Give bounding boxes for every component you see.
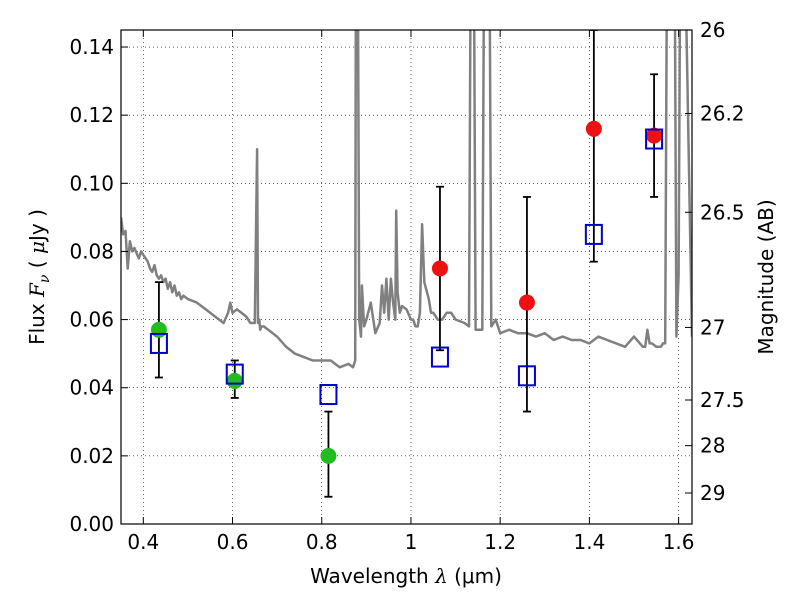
y2-tick-label: 28 (700, 434, 725, 458)
model-square-marker (517, 365, 536, 387)
x-tick-label: 0.4 (127, 530, 159, 554)
model-square-marker (430, 346, 449, 368)
y2-tick-label: 27.5 (700, 388, 745, 412)
x-tick-label: 1.6 (663, 530, 695, 554)
green-data-point (226, 372, 243, 389)
y-tick-label: 0.02 (69, 444, 114, 468)
y2-tick-label: 26.5 (700, 200, 745, 224)
plot-background (121, 30, 692, 524)
y2-tick-label: 29 (700, 481, 725, 505)
green-data-point (320, 447, 337, 464)
data-markers (149, 120, 664, 464)
red-data-point (518, 294, 535, 311)
y-tick-label: 0.10 (69, 171, 114, 195)
x-tick-label: 0.6 (217, 530, 249, 554)
tick-labels: 0.4 0.6 0.8 1 1.2 1.4 1.6 0.00 0.02 0.04 0.06 0.08 0… (69, 18, 744, 554)
model-spectrum-line (121, 30, 692, 369)
y2-tick-label: 26 (700, 18, 725, 42)
x-axis-label: Wavelength λ (μm) (310, 564, 502, 588)
x-tick-label: 1.4 (573, 530, 605, 554)
red-data-point (431, 260, 448, 277)
y2-axis-label: Magnitude (AB) (754, 199, 778, 354)
model-square-marker (645, 128, 664, 150)
y-axis-label: Flux Fν ( μJy ) (25, 209, 53, 345)
model-square-marker (149, 332, 168, 354)
x-tick-label: 0.8 (306, 530, 338, 554)
y2-tick-label: 26.2 (700, 101, 745, 125)
y-tick-label: 0.04 (69, 376, 114, 400)
y-tick-label: 0.14 (69, 35, 114, 59)
model-square-marker (319, 384, 338, 406)
axis-ticks (121, 29, 692, 525)
x-tick-label: 1.2 (484, 530, 516, 554)
model-square-marker (225, 363, 244, 385)
model-square-marker (584, 223, 603, 245)
plot-frame (120, 29, 693, 525)
y-tick-label: 0.08 (69, 239, 114, 263)
y-tick-label: 0.00 (69, 512, 114, 536)
y-tick-label: 0.06 (69, 308, 114, 332)
y-tick-label: 0.12 (69, 103, 114, 127)
green-data-point (150, 321, 167, 338)
x-tick-label: 1 (405, 530, 418, 554)
red-data-point (585, 120, 602, 137)
y2-tick-label: 27 (700, 315, 725, 339)
